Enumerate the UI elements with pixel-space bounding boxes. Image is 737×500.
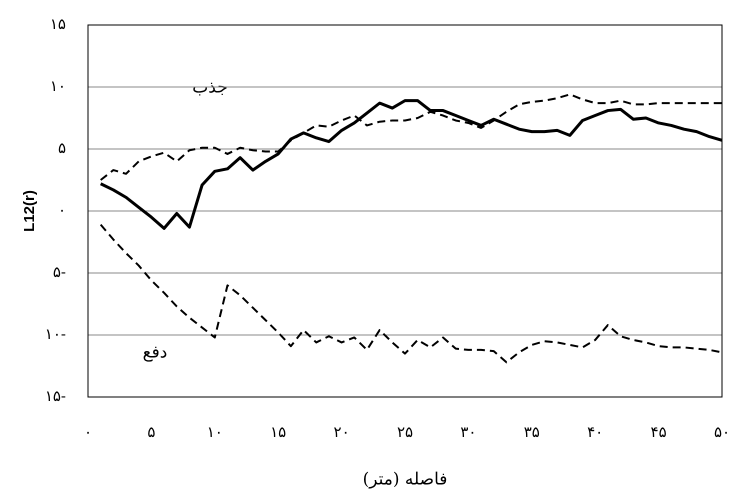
x-tick-label: ۳٠ xyxy=(460,423,476,441)
x-tick-label: ۴٠ xyxy=(587,423,603,441)
y-tick-label: ۱۵ xyxy=(50,15,66,33)
y-tick-label: ٠ xyxy=(58,201,66,219)
y-tick-label: ۵- xyxy=(53,263,66,281)
x-tick-label: ۱٠ xyxy=(207,423,223,441)
y-tick-label: ۱٠ xyxy=(50,77,66,95)
annotation: دفع xyxy=(143,343,168,363)
x-tick-label: ۴۵ xyxy=(651,423,667,441)
y-tick-label: ۵ xyxy=(58,139,66,157)
plot-frame xyxy=(87,24,723,398)
x-tick-label: ٠ xyxy=(84,423,92,441)
y-tick-label: ۱٠- xyxy=(45,325,66,343)
x-tick-label: ۱۵ xyxy=(270,423,286,441)
series-line xyxy=(99,223,723,364)
y-tick-label: ۱۵- xyxy=(45,387,66,405)
y-axis-label: L12(r) xyxy=(21,190,38,232)
series-line xyxy=(100,99,723,230)
x-tick-label: ۳۵ xyxy=(524,423,540,441)
series-line xyxy=(100,93,722,181)
x-axis-label: فاصله (متر) xyxy=(363,470,448,490)
x-tick-label: ۵٠ xyxy=(714,423,730,441)
x-tick-label: ۵ xyxy=(147,423,155,441)
x-tick-label: ۲۵ xyxy=(397,423,413,441)
x-tick-label: ۲٠ xyxy=(334,423,350,441)
